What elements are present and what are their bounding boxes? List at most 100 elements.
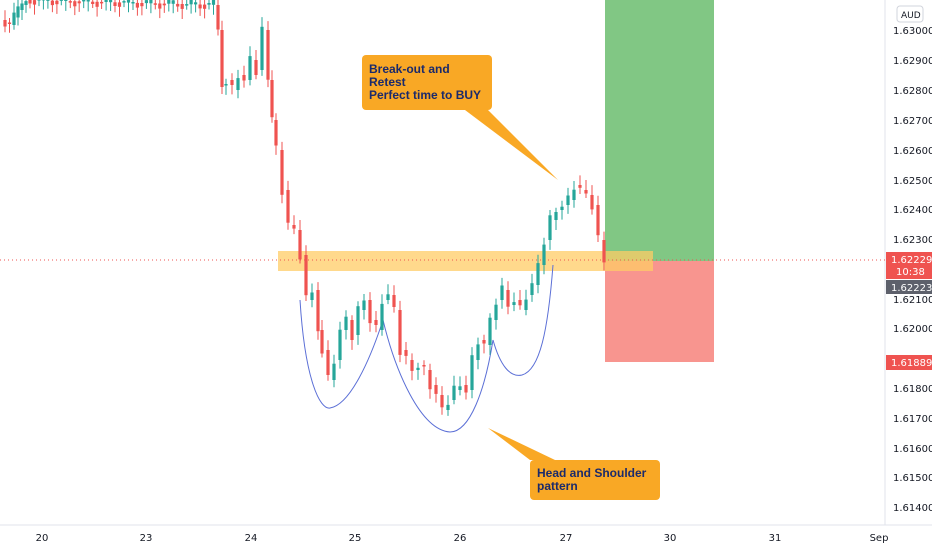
candle-body <box>167 0 171 4</box>
y-tick-1.62800: 1.62800 <box>893 86 932 97</box>
candle-body <box>203 4 207 9</box>
candle-body <box>171 0 175 4</box>
head-curve <box>382 319 494 433</box>
candle-body <box>254 60 258 75</box>
candle-body <box>434 385 438 394</box>
candle-body <box>578 185 582 188</box>
candle-body <box>24 1 28 6</box>
candle-body <box>452 385 456 400</box>
candle-body <box>488 317 492 345</box>
candle-body <box>236 78 240 90</box>
pattern-callout[interactable]: Head and Shoulder pattern <box>488 428 660 500</box>
profit-zone[interactable] <box>605 0 714 261</box>
candle-body <box>176 3 180 7</box>
candle-body <box>3 20 7 27</box>
candle-body <box>270 80 274 118</box>
candle-body <box>554 212 558 220</box>
last-price-tag: 1.62229 10:38 <box>886 252 932 279</box>
candle-body <box>16 6 20 18</box>
candle-body <box>77 1 81 4</box>
candle-body <box>91 1 95 4</box>
y-tick-1.61800: 1.61800 <box>893 384 932 395</box>
candle-body <box>500 285 504 300</box>
candle-body <box>320 330 324 354</box>
x-axis-ticks: 20 23 24 25 26 27 30 31 Sep <box>36 533 889 544</box>
candle-body <box>230 80 234 85</box>
candle-body <box>590 195 594 210</box>
candle-body <box>518 300 522 306</box>
candle-body <box>310 292 314 300</box>
candle-body <box>126 0 131 3</box>
candle-body <box>566 195 570 205</box>
y-tick-1.62000: 1.62000 <box>893 324 932 335</box>
candle-body <box>446 404 450 410</box>
candle-body <box>494 304 498 320</box>
x-tick-26: 26 <box>454 533 467 544</box>
candle-body <box>149 0 153 4</box>
candle-body <box>332 363 336 380</box>
y-tick-1.62600: 1.62600 <box>893 146 932 157</box>
head-shoulder-curves[interactable] <box>299 264 554 433</box>
candle-body <box>512 302 516 305</box>
candle-body <box>7 22 12 24</box>
candle-body <box>584 190 588 194</box>
candle-body <box>602 240 606 263</box>
stop-price-tag: 1.61889 <box>886 355 932 370</box>
pattern-line-1: Head and Shoulder <box>537 466 647 480</box>
candle-body <box>194 2 198 5</box>
currency-label: AUD <box>901 11 921 21</box>
candle-body <box>374 320 378 325</box>
candle-body <box>316 290 320 332</box>
currency-badge[interactable]: AUD <box>896 5 924 23</box>
x-tick-23: 23 <box>140 533 153 544</box>
candle-body <box>274 120 278 146</box>
candle-body <box>55 0 59 5</box>
y-tick-1.61700: 1.61700 <box>893 414 932 425</box>
candle-body <box>416 367 420 370</box>
candle-body <box>135 2 139 8</box>
candle-body <box>131 2 135 4</box>
candle-body <box>28 0 32 4</box>
candle-body <box>73 1 77 7</box>
support-band[interactable] <box>278 251 653 271</box>
candles <box>3 0 606 416</box>
candle-body <box>548 215 552 240</box>
candle-body <box>304 255 308 296</box>
candle-body <box>560 206 564 210</box>
breakout-callout[interactable]: Break-out and Retest Perfect time to BUY <box>362 55 558 180</box>
y-tick-1.62300: 1.62300 <box>893 235 932 246</box>
candle-body <box>404 350 408 356</box>
breakout-line-2: Retest <box>369 75 406 89</box>
candle-body <box>180 4 184 9</box>
candle-body <box>338 329 342 360</box>
y-tick-1.63000: 1.63000 <box>893 26 932 37</box>
candle-body <box>380 303 384 330</box>
candle-body <box>117 2 122 7</box>
candle-body <box>32 0 37 5</box>
candle-body <box>356 306 360 335</box>
candle-body <box>596 205 600 236</box>
stop-price-value: 1.61889 <box>891 358 932 369</box>
x-tick-27: 27 <box>560 533 573 544</box>
candle-body <box>410 360 414 371</box>
candle-body <box>572 189 576 200</box>
candle-body <box>464 385 468 393</box>
x-tick-31: 31 <box>769 533 782 544</box>
candle-body <box>220 30 224 87</box>
loss-zone[interactable] <box>605 261 714 362</box>
last-price-value: 1.62229 <box>891 255 932 266</box>
candle-body <box>470 355 474 390</box>
candle-body <box>59 0 63 1</box>
candle-body <box>298 230 302 260</box>
candle-body <box>100 1 104 4</box>
bid-price-value: 1.62223 <box>891 283 932 294</box>
y-tick-1.61600: 1.61600 <box>893 444 932 455</box>
candle-body <box>248 56 252 80</box>
y-axis-ticks: 1.63000 1.62900 1.62800 1.62700 1.62600 … <box>893 26 932 514</box>
candle-body <box>82 0 86 2</box>
candle-body <box>109 0 113 3</box>
y-tick-1.62900: 1.62900 <box>893 56 932 67</box>
candle-body <box>104 0 108 2</box>
candle-body <box>440 395 444 408</box>
